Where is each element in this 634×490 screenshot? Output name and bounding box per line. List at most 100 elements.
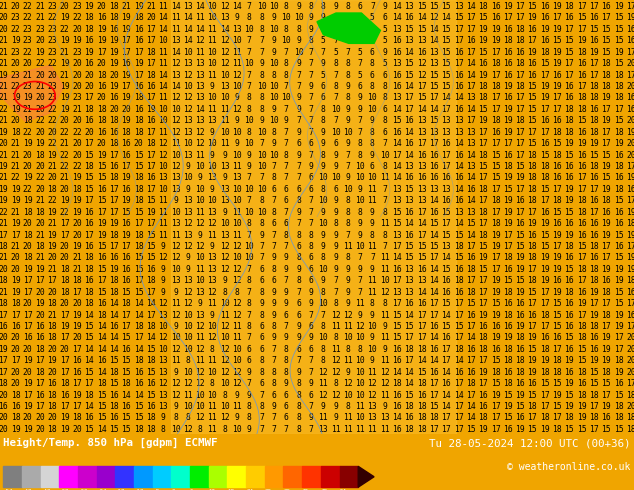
Text: 14: 14 [441,402,451,411]
Text: 6: 6 [308,276,313,285]
Text: 16: 16 [564,276,574,285]
Text: 13: 13 [171,185,180,194]
Text: 12: 12 [417,71,427,79]
Text: 19: 19 [60,13,70,23]
Text: 18: 18 [109,402,119,411]
Text: 18: 18 [417,425,427,434]
Text: 17: 17 [60,356,70,365]
Text: 19: 19 [540,356,550,365]
Text: 17: 17 [454,59,463,68]
Text: 10: 10 [257,208,266,217]
Text: 18: 18 [626,425,634,434]
Text: 15: 15 [392,219,402,228]
Text: 11: 11 [207,36,217,45]
Text: 20: 20 [36,36,45,45]
Text: 16: 16 [540,333,550,343]
Text: 17: 17 [491,253,500,263]
Text: 14: 14 [454,162,463,171]
Text: 17: 17 [540,105,550,114]
Text: 14: 14 [183,25,193,34]
Text: 10: 10 [269,2,279,11]
Text: 12: 12 [220,242,230,251]
Text: 22: 22 [23,13,33,23]
Text: 19: 19 [564,379,574,388]
Text: 19: 19 [60,425,70,434]
Text: 19: 19 [36,139,45,148]
Text: 16: 16 [589,333,598,343]
Text: 18: 18 [11,391,20,399]
Bar [228,466,246,487]
Text: 7: 7 [382,196,387,205]
Text: 19: 19 [36,299,45,308]
Text: 17: 17 [601,299,611,308]
Text: 19: 19 [564,402,574,411]
Text: 15: 15 [552,139,562,148]
Text: 21: 21 [48,311,57,319]
Text: 16: 16 [466,185,476,194]
Text: 20: 20 [23,150,33,160]
Bar [59,466,78,487]
Text: 16: 16 [577,379,586,388]
Text: 8: 8 [185,356,190,365]
Text: 18: 18 [48,425,57,434]
Text: 19: 19 [626,128,634,137]
Text: 12: 12 [232,276,242,285]
Text: 18: 18 [589,116,598,125]
Text: 16: 16 [121,345,131,354]
Text: 20: 20 [23,219,33,228]
Text: 18: 18 [626,219,634,228]
Text: 15: 15 [121,425,131,434]
Text: 9: 9 [161,276,165,285]
Text: 12: 12 [171,59,180,68]
Text: 8: 8 [259,368,264,377]
Text: 7: 7 [247,333,252,343]
Text: 15: 15 [527,116,537,125]
Text: 18: 18 [527,185,537,194]
Text: 19: 19 [23,94,33,102]
Text: 18: 18 [134,128,143,137]
Text: 20: 20 [97,139,107,148]
Text: 19: 19 [60,322,70,331]
Text: Tu 28-05-2024 12:00 UTC (00+36): Tu 28-05-2024 12:00 UTC (00+36) [429,438,631,448]
Text: 19: 19 [121,13,131,23]
Text: 10: 10 [195,162,205,171]
Text: 15: 15 [552,299,562,308]
Text: 16: 16 [60,391,70,399]
Text: 15: 15 [515,231,525,240]
Text: 18: 18 [589,276,598,285]
Text: 17: 17 [72,345,82,354]
Text: 20: 20 [36,105,45,114]
Text: 14: 14 [404,150,414,160]
Text: 19: 19 [540,276,550,285]
Text: 13: 13 [454,2,463,11]
Text: 10: 10 [158,36,168,45]
Text: 10: 10 [207,48,217,57]
Text: 7: 7 [296,356,301,365]
Text: 6: 6 [370,71,375,79]
Text: 15: 15 [97,242,107,251]
Text: 20: 20 [0,414,8,422]
Text: 19: 19 [11,36,20,45]
Text: 16: 16 [392,265,402,274]
Text: 16: 16 [417,391,427,399]
Text: 16: 16 [121,265,131,274]
Text: 7: 7 [296,82,301,91]
Text: 11: 11 [232,231,242,240]
Text: 12: 12 [330,391,340,399]
Text: 16: 16 [134,82,143,91]
Text: 7: 7 [284,276,288,285]
Text: 18: 18 [466,379,476,388]
Text: 10: 10 [220,128,230,137]
Text: 15: 15 [146,345,156,354]
Text: 15: 15 [564,391,574,399]
Text: 20: 20 [11,2,20,11]
Text: 7: 7 [346,162,350,171]
Text: 8: 8 [333,299,338,308]
Text: 14: 14 [454,391,463,399]
Text: 8: 8 [259,196,264,205]
Text: 6: 6 [370,48,375,57]
Text: 9: 9 [235,391,240,399]
Text: 16: 16 [466,36,476,45]
Text: 13: 13 [417,162,427,171]
Text: 17: 17 [0,231,8,240]
